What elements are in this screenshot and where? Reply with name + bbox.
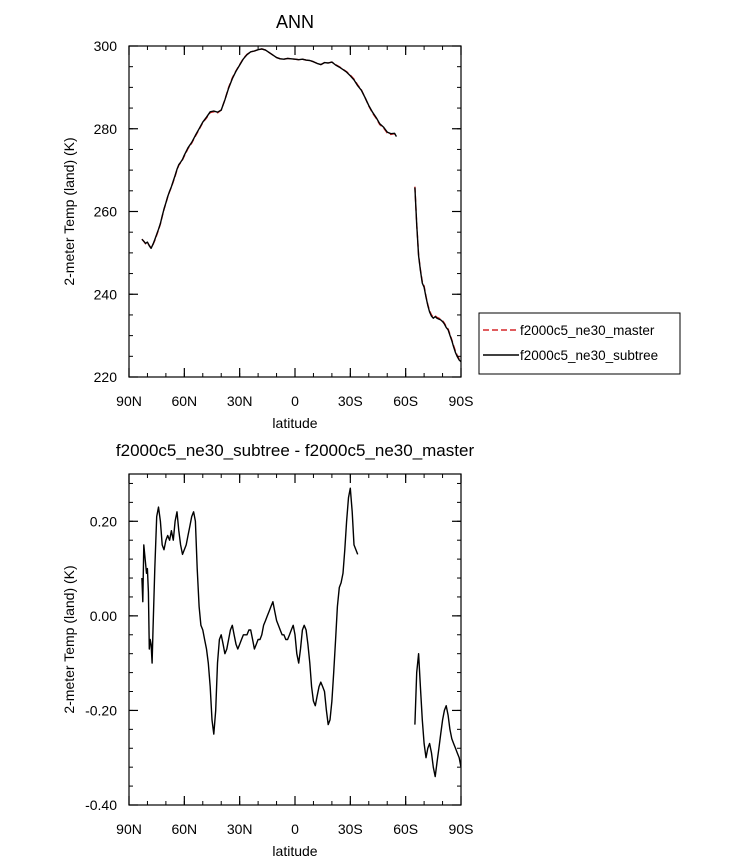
plot-area [141, 487, 461, 778]
x-tick-label: 0 [291, 821, 299, 837]
y-axis-label: 2-meter Temp (land) (K) [61, 137, 77, 285]
legend: f2000c5_ne30_master f2000c5_ne30_subtree [478, 312, 681, 375]
x-tick-label: 60S [393, 821, 418, 837]
plot-area [141, 48, 461, 363]
x-tick-label: 60S [393, 393, 418, 409]
series-line-1-segment-1 [414, 187, 461, 363]
x-tick-label: 30S [338, 821, 363, 837]
series-line-0-segment-1 [414, 653, 461, 778]
bottom-panel: f2000c5_ne30_subtree - f2000c5_ne30_mast… [61, 441, 474, 859]
x-tick-label: 30S [338, 393, 363, 409]
x-tick-label: 30N [227, 393, 253, 409]
y-tick-label: 0.20 [90, 513, 117, 529]
chart-title: ANN [276, 12, 314, 32]
y-axis-label: 2-meter Temp (land) (K) [61, 565, 77, 713]
x-tick-label: 60N [171, 393, 197, 409]
y-tick-label: 240 [94, 286, 118, 302]
x-tick-label: 90N [116, 393, 142, 409]
x-axis-label: latitude [272, 415, 317, 431]
x-tick-label: 90N [116, 821, 142, 837]
x-tick-label: 30N [227, 821, 253, 837]
x-axis-label: latitude [272, 843, 317, 859]
chart-title: f2000c5_ne30_subtree - f2000c5_ne30_mast… [116, 441, 475, 460]
legend-box [478, 312, 681, 375]
x-tick-label: 0 [291, 393, 299, 409]
legend-entry-label: f2000c5_ne30_subtree [520, 348, 658, 363]
series-line-0-segment-1 [414, 186, 461, 361]
y-tick-label: -0.40 [85, 797, 117, 813]
y-tick-label: 260 [94, 204, 118, 220]
x-tick-label: 90S [449, 393, 474, 409]
y-tick-label: 280 [94, 121, 118, 137]
y-tick-label: 0.00 [90, 608, 117, 624]
legend-entry-label: f2000c5_ne30_master [520, 323, 655, 338]
series-line-1-segment-0 [141, 48, 398, 249]
series-line-0-segment-0 [141, 487, 359, 735]
y-tick-label: -0.20 [85, 702, 117, 718]
x-tick-label: 90S [449, 821, 474, 837]
x-tick-label: 60N [171, 821, 197, 837]
top-panel: ANN 220 240 260 280 300 90N 60N 30N 0 30S 60S 90S lat… [61, 12, 473, 431]
y-tick-label: 220 [94, 369, 118, 385]
y-tick-label: 300 [94, 38, 118, 54]
